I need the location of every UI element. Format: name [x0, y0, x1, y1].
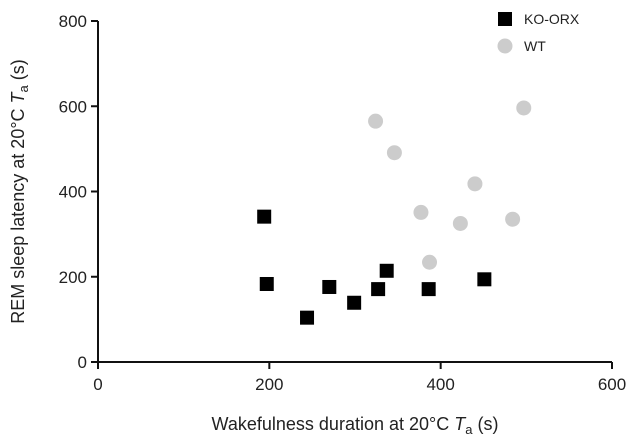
legend-label: WT [524, 38, 546, 54]
data-point-square [477, 272, 492, 287]
x-tick-label: 600 [598, 375, 626, 394]
data-point-circle [467, 176, 483, 192]
data-point-square [379, 263, 394, 278]
data-point-square [300, 310, 315, 325]
x-axis-title: Wakefulness duration at 20°C Ta (s) [212, 414, 499, 437]
data-point-square [371, 282, 386, 297]
y-tick-label: 0 [78, 353, 87, 372]
data-point-circle [422, 254, 438, 270]
data-point-circle [516, 100, 532, 116]
data-point-circle [452, 215, 468, 231]
y-tick-label: 800 [59, 12, 87, 31]
legend-circle-marker [497, 38, 513, 54]
axes [97, 21, 612, 363]
data-points [257, 100, 532, 325]
x-ticks: 0 200 400 600 [93, 362, 626, 394]
legend-square-marker [498, 12, 512, 26]
data-point-square [421, 282, 436, 297]
legend-label: KO-ORX [524, 11, 580, 27]
data-point-circle [505, 211, 521, 227]
y-tick-label: 600 [59, 97, 87, 116]
x-tick-label: 400 [426, 375, 454, 394]
data-point-square [322, 279, 337, 294]
x-tick-label: 0 [93, 375, 102, 394]
data-point-square [259, 276, 274, 291]
data-point-square [257, 209, 272, 224]
y-axis-title: REM sleep latency at 20°C Ta (s) [8, 59, 31, 324]
data-point-square [347, 295, 362, 310]
data-point-circle [413, 204, 429, 220]
y-ticks: 0 200 400 600 800 [59, 12, 98, 372]
data-point-circle [368, 113, 384, 129]
data-point-circle [386, 145, 402, 161]
x-tick-label: 200 [255, 375, 283, 394]
legend: KO-ORX WT [497, 11, 580, 54]
y-tick-label: 400 [59, 183, 87, 202]
y-tick-label: 200 [59, 268, 87, 287]
